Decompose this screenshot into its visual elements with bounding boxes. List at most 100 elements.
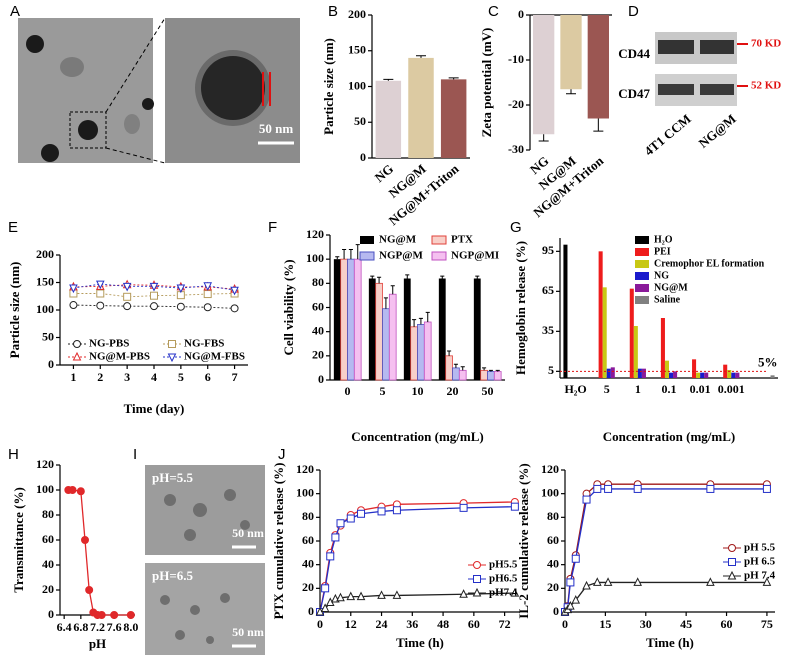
x-axis-label: Time (h) bbox=[396, 635, 444, 650]
x-tick-label: 24 bbox=[376, 617, 388, 631]
bar bbox=[333, 259, 341, 380]
marker bbox=[566, 578, 575, 587]
y-tick-label: 50 bbox=[42, 329, 54, 343]
marker bbox=[230, 304, 239, 313]
marker bbox=[592, 577, 602, 586]
marker bbox=[346, 514, 355, 523]
marker bbox=[762, 577, 772, 586]
legend-swatch bbox=[635, 296, 649, 304]
scale-label: 50 nm bbox=[232, 526, 264, 540]
panel-label: E bbox=[8, 219, 18, 236]
marker bbox=[706, 577, 715, 586]
error-bar bbox=[342, 249, 347, 260]
x-axis-label: pH bbox=[89, 636, 106, 651]
x-tick-label: 50 bbox=[482, 384, 494, 398]
marker bbox=[326, 552, 335, 561]
x-tick-label: 7 bbox=[232, 370, 238, 384]
error-bar bbox=[390, 285, 395, 295]
marker bbox=[633, 484, 642, 493]
blot-lane-label: NG@M bbox=[696, 111, 739, 151]
x-tick-label: 45 bbox=[680, 617, 692, 631]
blot-row-label: CD44 bbox=[618, 46, 650, 61]
marker bbox=[728, 558, 736, 566]
y-tick-label: 5 bbox=[548, 363, 554, 377]
y-tick-label: 40 bbox=[312, 323, 324, 337]
marker bbox=[571, 595, 581, 604]
legend-label: pH 6.5 bbox=[744, 556, 776, 568]
marker bbox=[473, 561, 481, 569]
y-tick-label: 0 bbox=[308, 604, 314, 618]
marker bbox=[727, 570, 737, 580]
x-tick-label: 0 bbox=[562, 617, 568, 631]
error-bar bbox=[377, 276, 382, 284]
legend-label: NG@M bbox=[654, 282, 688, 293]
legend-label: pH 5.5 bbox=[744, 542, 776, 554]
x-tick-label: 1 bbox=[70, 370, 76, 384]
legend-label: PTX bbox=[451, 234, 473, 246]
x-tick-label: 8.0 bbox=[123, 620, 138, 634]
y-tick-label: 65 bbox=[542, 283, 554, 297]
marker bbox=[81, 536, 89, 544]
error-bar bbox=[447, 350, 452, 356]
x-tick-label: 0.001 bbox=[718, 382, 745, 396]
marker bbox=[706, 484, 715, 493]
bar bbox=[445, 355, 453, 381]
x-tick-label: 0.1 bbox=[662, 382, 677, 396]
legend-label: pH7.4 bbox=[489, 587, 518, 599]
bar bbox=[487, 371, 495, 381]
scale-label: 50 nm bbox=[232, 625, 264, 639]
error-bar bbox=[538, 134, 549, 142]
bar bbox=[669, 372, 674, 378]
y-tick-label: -20 bbox=[508, 97, 524, 111]
error-bar bbox=[566, 89, 576, 95]
y-tick-label: 0 bbox=[48, 357, 54, 371]
marker bbox=[168, 340, 176, 348]
marker bbox=[123, 292, 132, 301]
marker bbox=[571, 554, 580, 563]
bar bbox=[440, 79, 467, 158]
legend-swatch bbox=[431, 235, 447, 245]
y-tick-label: 120 bbox=[541, 462, 559, 476]
bar bbox=[423, 321, 432, 381]
bar bbox=[660, 318, 665, 378]
panel-label: I bbox=[133, 446, 137, 463]
legend-label: NG@M bbox=[379, 234, 417, 246]
panel-label: C bbox=[488, 3, 499, 20]
panel-label: B bbox=[328, 3, 338, 20]
bar bbox=[533, 15, 555, 135]
y-tick-label: 150 bbox=[36, 274, 54, 288]
x-tick-label: 75 bbox=[761, 617, 773, 631]
error-bar bbox=[418, 317, 423, 325]
bar bbox=[587, 15, 609, 119]
y-axis-label: Zeta potential (mV) bbox=[479, 28, 494, 138]
marker bbox=[582, 495, 591, 504]
bar bbox=[438, 278, 446, 380]
bar bbox=[610, 367, 615, 378]
line bbox=[564, 488, 767, 613]
error-bar bbox=[370, 275, 375, 279]
y-axis-label: Particle size (nm) bbox=[7, 262, 22, 359]
panel-label: G bbox=[510, 219, 522, 236]
y-tick-label: 120 bbox=[306, 227, 324, 241]
blot-row-label: CD47 bbox=[618, 86, 650, 101]
error-bar bbox=[355, 244, 360, 260]
y-tick-label: 95 bbox=[542, 243, 554, 257]
marker bbox=[230, 286, 239, 296]
marker bbox=[149, 282, 159, 292]
marker bbox=[69, 284, 78, 294]
marker bbox=[336, 519, 345, 528]
bar bbox=[598, 251, 603, 378]
legend-label: Saline bbox=[654, 294, 681, 305]
error-bar bbox=[383, 297, 388, 309]
y-tick-label: 20 bbox=[302, 580, 314, 594]
x-tick-label: 15 bbox=[599, 617, 611, 631]
marker bbox=[321, 584, 330, 593]
legend-swatch bbox=[635, 260, 649, 268]
bar bbox=[353, 258, 362, 381]
bar bbox=[692, 359, 697, 378]
bar bbox=[452, 367, 460, 381]
micrograph bbox=[145, 465, 265, 655]
y-axis-label: IL-2 cumulative release (%) bbox=[516, 463, 531, 618]
x-tick-label: 1 bbox=[635, 382, 641, 396]
error-bar bbox=[383, 78, 394, 81]
